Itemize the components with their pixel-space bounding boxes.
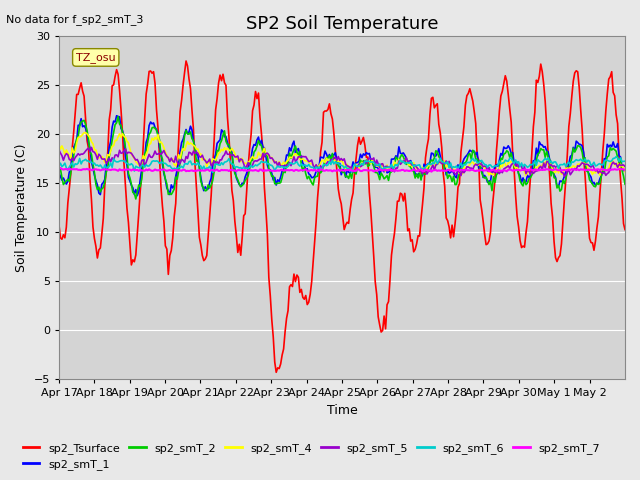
sp2_smT_7 [76, 167, 83, 173]
sp2_smT_4 [460, 162, 468, 168]
sp2_Tsurface [349, 190, 357, 196]
sp2_smT_4 [348, 166, 355, 172]
sp2_smT_6 [612, 154, 620, 159]
sp2_smT_1 [546, 156, 554, 162]
sp2_smT_2 [620, 173, 627, 179]
sp2_smT_7 [428, 169, 435, 175]
sp2_Tsurface [620, 221, 627, 227]
sp2_smT_4 [55, 142, 63, 148]
sp2_smT_6 [460, 162, 468, 168]
Line: sp2_smT_1: sp2_smT_1 [59, 116, 625, 196]
sp2_smT_1 [74, 122, 82, 128]
sp2_smT_5 [74, 151, 82, 156]
sp2_smT_2 [621, 181, 629, 187]
sp2_smT_5 [55, 147, 63, 153]
sp2_smT_2 [92, 181, 100, 187]
sp2_smT_2 [349, 167, 357, 172]
sp2_Tsurface [55, 222, 63, 228]
sp2_smT_5 [620, 162, 627, 168]
sp2_smT_7 [621, 168, 629, 173]
sp2_Tsurface [461, 102, 469, 108]
sp2_Tsurface [182, 58, 190, 64]
sp2_smT_4 [620, 165, 627, 171]
sp2_smT_5 [348, 164, 355, 169]
sp2_smT_2 [546, 156, 554, 162]
sp2_smT_2 [461, 160, 469, 166]
sp2_smT_7 [546, 167, 554, 173]
sp2_Tsurface [273, 370, 280, 375]
sp2_smT_6 [620, 158, 627, 164]
Y-axis label: Soil Temperature (C): Soil Temperature (C) [15, 144, 28, 272]
Line: sp2_smT_7: sp2_smT_7 [59, 168, 625, 172]
sp2_smT_4 [546, 161, 554, 167]
Line: sp2_smT_5: sp2_smT_5 [59, 147, 625, 176]
Line: sp2_smT_4: sp2_smT_4 [59, 132, 625, 176]
Line: sp2_smT_6: sp2_smT_6 [59, 156, 625, 172]
sp2_smT_2 [114, 114, 122, 120]
sp2_smT_7 [56, 165, 64, 171]
sp2_Tsurface [546, 172, 554, 178]
sp2_smT_7 [348, 168, 355, 173]
sp2_smT_4 [74, 134, 82, 140]
sp2_smT_5 [621, 164, 629, 169]
X-axis label: Time: Time [326, 404, 357, 417]
sp2_smT_1 [55, 170, 63, 176]
sp2_smT_7 [461, 167, 469, 172]
sp2_smT_5 [88, 144, 95, 150]
sp2_smT_1 [134, 193, 141, 199]
Text: No data for f_sp2_smT_3: No data for f_sp2_smT_3 [6, 14, 144, 25]
sp2_smT_4 [93, 152, 101, 158]
sp2_smT_1 [621, 167, 629, 173]
sp2_smT_7 [620, 166, 627, 172]
sp2_smT_7 [93, 167, 101, 173]
sp2_smT_4 [82, 130, 90, 135]
sp2_smT_1 [620, 168, 627, 174]
sp2_smT_1 [349, 159, 357, 165]
Line: sp2_Tsurface: sp2_Tsurface [59, 61, 625, 372]
Legend: sp2_Tsurface, sp2_smT_1, sp2_smT_2, sp2_smT_4, sp2_smT_5, sp2_smT_6, sp2_smT_7: sp2_Tsurface, sp2_smT_1, sp2_smT_2, sp2_… [19, 438, 605, 474]
sp2_smT_5 [544, 158, 552, 164]
Title: SP2 Soil Temperature: SP2 Soil Temperature [246, 15, 438, 33]
sp2_smT_6 [92, 163, 100, 168]
sp2_smT_1 [92, 178, 100, 183]
Line: sp2_smT_2: sp2_smT_2 [59, 117, 625, 199]
sp2_smT_6 [209, 169, 216, 175]
sp2_smT_2 [55, 167, 63, 173]
Text: TZ_osu: TZ_osu [76, 52, 116, 63]
sp2_smT_6 [348, 169, 355, 175]
sp2_smT_5 [93, 156, 101, 162]
sp2_smT_1 [113, 113, 120, 119]
sp2_smT_2 [132, 196, 140, 202]
sp2_smT_4 [621, 168, 629, 174]
sp2_smT_7 [55, 166, 63, 171]
sp2_Tsurface [74, 92, 82, 97]
sp2_Tsurface [621, 227, 629, 232]
sp2_smT_6 [74, 160, 82, 166]
sp2_smT_1 [461, 154, 469, 160]
sp2_smT_6 [55, 164, 63, 169]
sp2_Tsurface [92, 243, 100, 249]
sp2_smT_2 [74, 133, 82, 139]
sp2_smT_6 [544, 155, 552, 161]
sp2_smT_5 [561, 173, 568, 179]
sp2_smT_4 [522, 173, 530, 179]
sp2_smT_6 [621, 158, 629, 164]
sp2_smT_5 [460, 170, 468, 176]
